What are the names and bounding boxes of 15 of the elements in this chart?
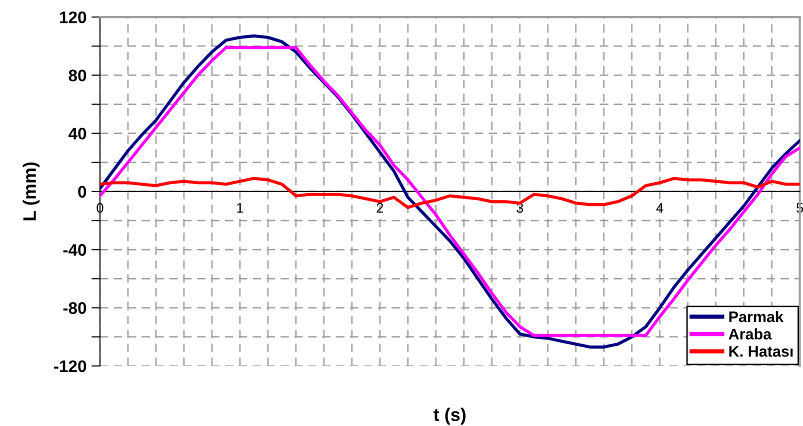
x-tick-label: 1 xyxy=(237,203,244,213)
y-tick-label: 120 xyxy=(60,11,86,24)
y-tick-label: 0 xyxy=(78,186,86,198)
x-axis-title: t (s) xyxy=(434,408,466,425)
y-tick-label: 80 xyxy=(68,70,86,82)
y-tick-label: -80 xyxy=(63,302,86,314)
legend-label: Parmak xyxy=(729,310,784,322)
y-tick-label: -120 xyxy=(54,360,86,372)
legend-label: K. Hatası xyxy=(729,346,793,357)
x-tick-label: 4 xyxy=(656,203,664,213)
y-tick-label: -40 xyxy=(63,244,86,256)
y-axis-title: L (mm) xyxy=(22,162,40,220)
x-tick-label: 2 xyxy=(376,202,384,213)
legend-label: Araba xyxy=(728,328,772,340)
y-tick-label: 40 xyxy=(68,128,86,140)
